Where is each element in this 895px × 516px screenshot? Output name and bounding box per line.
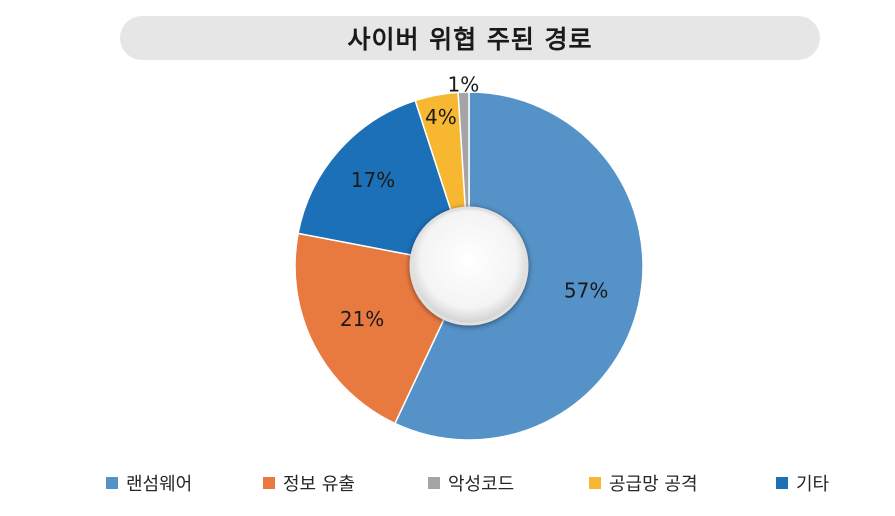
legend-label: 공급망 공격 [609, 474, 698, 495]
legend-label: 정보 유출 [283, 474, 355, 495]
legend-swatch [428, 477, 440, 489]
legend-swatch [263, 477, 275, 489]
legend-swatch [106, 477, 118, 489]
legend-swatch [589, 477, 601, 489]
donut-hole [409, 206, 529, 326]
legend-item-1: 랜섬웨어 [106, 470, 192, 496]
legend-item-5: 기타 [776, 470, 829, 496]
legend-label: 랜섬웨어 [126, 474, 193, 495]
data-label-1: 57% [564, 279, 608, 303]
legend-label: 악성코드 [448, 474, 515, 495]
legend-swatch [776, 477, 788, 489]
legend-label: 기타 [796, 474, 830, 495]
data-label-2: 21% [340, 307, 384, 331]
data-label-3: 1% [447, 73, 479, 97]
chart-title-bar: 사이버 위협 주된 경로 [120, 16, 820, 60]
data-label-4: 4% [425, 105, 457, 129]
chart-legend: 랜섬웨어 정보 유출 악성코드 공급망 공격 기타 [0, 470, 895, 496]
chart-title: 사이버 위협 주된 경로 [347, 25, 593, 54]
legend-item-3: 악성코드 [428, 470, 514, 496]
legend-item-2: 정보 유출 [263, 470, 355, 496]
data-label-5: 17% [351, 168, 395, 192]
legend-item-4: 공급망 공격 [589, 470, 698, 496]
